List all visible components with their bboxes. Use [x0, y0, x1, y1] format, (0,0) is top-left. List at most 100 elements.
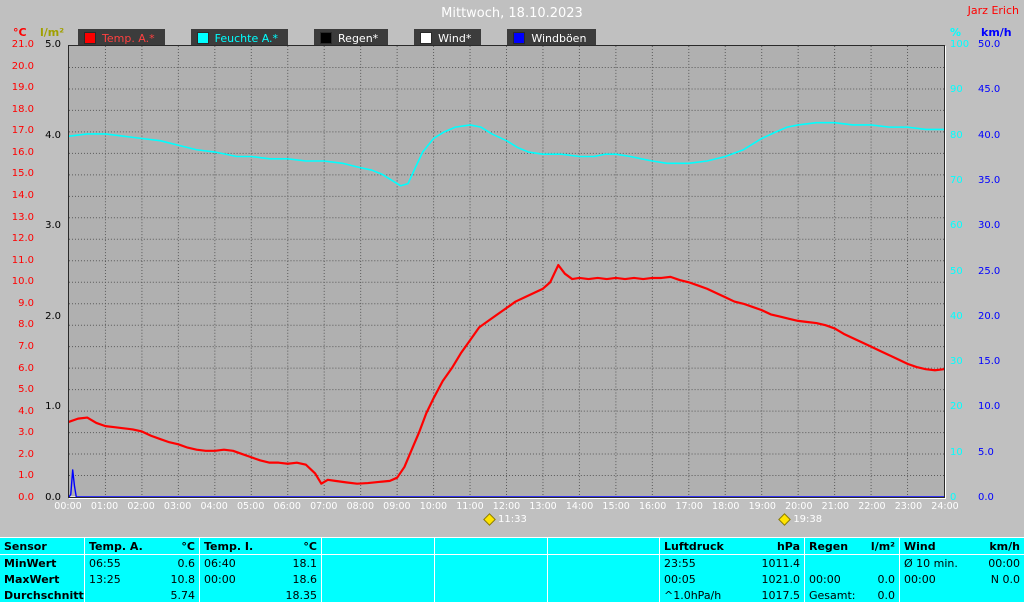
x-axis-tick: 06:00	[273, 501, 301, 512]
cell-text: 0.6	[177, 556, 196, 570]
cell-text: 18.1	[292, 556, 318, 570]
humidity-axis-tick: 80	[950, 129, 963, 141]
cell-text: Luftdruck	[664, 539, 724, 553]
x-axis-tick: 12:00	[492, 501, 521, 512]
x-axis-tick: 11:00	[456, 501, 484, 512]
humidity-axis-tick: 90	[950, 84, 963, 96]
wind-axis-tick: 10.0	[978, 401, 1001, 413]
series-windboeen	[69, 469, 944, 497]
cell-text: 18.35	[285, 588, 318, 602]
legend-item-feuchte-a[interactable]: Feuchte A.*	[190, 29, 289, 47]
cell-text: Temp. A.	[89, 539, 143, 553]
x-axis-tick: 23:00	[894, 501, 923, 512]
wind-axis-tick: 35.0	[978, 174, 1001, 186]
cell-text: 1017.5	[761, 588, 801, 602]
wind-axis-tick: 0.0	[978, 492, 994, 503]
legend-item-temp-a[interactable]: Temp. A.*	[78, 29, 165, 47]
wind-axis-tick: 30.0	[978, 220, 1001, 232]
wind-axis-title: km/h	[981, 26, 1012, 39]
legend-item-regen[interactable]: Regen*	[314, 29, 389, 47]
legend-swatch-icon	[320, 32, 333, 44]
cell-text: MaxWert	[4, 572, 60, 586]
cell-text: ^1.0hPa/h	[664, 588, 722, 602]
cell-text: 00:00	[904, 572, 936, 586]
x-axis-tick: 10:00	[419, 501, 448, 512]
chart-legend: Temp. A.* Feuchte A.* Regen* Wind* Windböen	[78, 29, 597, 47]
stats-col-wind: Wind km/h Ø 10 min. 00:00 00:00 N 0.0	[900, 538, 1024, 602]
temp-axis-tick: 12.0	[11, 233, 34, 245]
x-axis-labels: 00:00 01:00 02:00 03:00 04:00 05:00 06:00 07:00…	[54, 501, 958, 513]
legend-swatch-icon	[420, 32, 433, 44]
cell-text: 00:05	[664, 572, 696, 586]
cell-text: Temp. I.	[204, 539, 254, 553]
humidity-axis-tick: 70	[950, 174, 963, 186]
series-temp-a	[69, 263, 944, 485]
stats-col-sensor: Sensor MinWert MaxWert Durchschnitt	[0, 538, 85, 602]
x-axis-tick: 18:00	[712, 501, 740, 512]
humidity-axis: 100 90 80 70 60 50 40 30 20 10 0	[948, 39, 972, 503]
rain-axis-tick: 5.0	[45, 39, 61, 50]
x-axis-tick: 02:00	[127, 501, 155, 512]
sun-icon	[779, 514, 790, 525]
temp-axis-tick: 9.0	[18, 297, 34, 309]
x-axis-tick: 14:00	[565, 501, 594, 512]
stats-col-luftdruck: Luftdruck hPa 23:55 1011.4 00:05 1021.0 ^1.…	[660, 538, 805, 602]
temp-axis-tick: 19.0	[11, 82, 34, 94]
temp-axis-tick: 2.0	[18, 448, 34, 460]
humidity-axis-tick: 50	[950, 265, 963, 277]
cell-text: 06:40	[204, 556, 236, 570]
temp-axis-tick: 17.0	[11, 125, 34, 137]
humidity-axis-tick: 30	[950, 356, 963, 368]
x-axis-tick: 05:00	[237, 501, 265, 512]
page-title: Mittwoch, 18.10.2023	[441, 6, 583, 21]
cell-text: 06:55	[89, 556, 121, 570]
temp-axis-title: °C	[13, 26, 27, 39]
wind-axis-tick: 15.0	[978, 356, 1001, 368]
x-axis-tick: 03:00	[163, 501, 192, 512]
cell-text: 0.0	[877, 572, 896, 586]
temp-axis-tick: 15.0	[11, 168, 34, 180]
legend-item-wind[interactable]: Wind*	[414, 29, 482, 47]
x-axis-tick: 22:00	[858, 501, 886, 512]
x-axis-tick: 04:00	[200, 501, 228, 512]
x-axis-tick: 21:00	[821, 501, 850, 512]
temp-axis-tick: 21.0	[11, 39, 34, 50]
temp-axis: 21.0 20.0 19.0 18.0 17.0 16.0 15.0 14.0 13.0 12.0…	[0, 39, 36, 503]
legend-item-windboeen[interactable]: Windböen	[507, 29, 597, 47]
cell-text: 1021.0	[761, 572, 801, 586]
temp-axis-tick: 13.0	[11, 211, 34, 223]
x-axis-tick: 01:00	[90, 501, 119, 512]
station-name: Jarz Erich	[967, 4, 1019, 17]
cell-text: 0.0	[877, 588, 896, 602]
humidity-axis-tick: 40	[950, 310, 963, 322]
humidity-axis-tick: 10	[950, 446, 963, 458]
wind-axis: 50.0 45.0 40.0 35.0 30.0 25.0 20.0 15.0 10.0 5.0 0…	[972, 39, 1022, 503]
cell-text: Gesamt:	[809, 588, 856, 602]
rain-axis-tick: 4.0	[45, 129, 61, 141]
cell-text: km/h	[989, 539, 1020, 553]
stats-col-empty-1	[322, 538, 435, 602]
cell-text: Wind	[904, 539, 936, 553]
legend-swatch-icon	[84, 32, 96, 44]
rain-axis: 5.0 4.0 3.0 2.0 1.0 0.0	[36, 39, 64, 503]
cell-text: 13:25	[89, 572, 121, 586]
temp-axis-tick: 11.0	[11, 254, 34, 266]
legend-swatch-icon	[196, 32, 209, 44]
legend-label: Feuchte A.*	[214, 31, 279, 45]
x-axis-tick: 08:00	[346, 501, 375, 512]
humidity-axis-tick: 60	[950, 220, 963, 232]
cell-text: N 0.0	[990, 572, 1020, 586]
time-marker-label: 19:38	[793, 514, 823, 525]
temp-axis-tick: 8.0	[18, 319, 34, 331]
cell-text: 10.8	[170, 572, 196, 586]
x-axis-tick: 16:00	[638, 501, 667, 512]
cell-text: Sensor	[4, 539, 47, 553]
wind-axis-tick: 45.0	[978, 84, 1001, 96]
x-axis-tick: 07:00	[310, 501, 338, 512]
rain-axis-title: l/m²	[40, 26, 65, 39]
wind-axis-tick: 25.0	[978, 265, 1001, 277]
x-axis-tick: 19:00	[748, 501, 776, 512]
temp-axis-tick: 6.0	[18, 362, 34, 374]
stats-table: Sensor MinWert MaxWert Durchschnitt Temp…	[0, 537, 1024, 602]
chart-canvas	[69, 46, 944, 497]
